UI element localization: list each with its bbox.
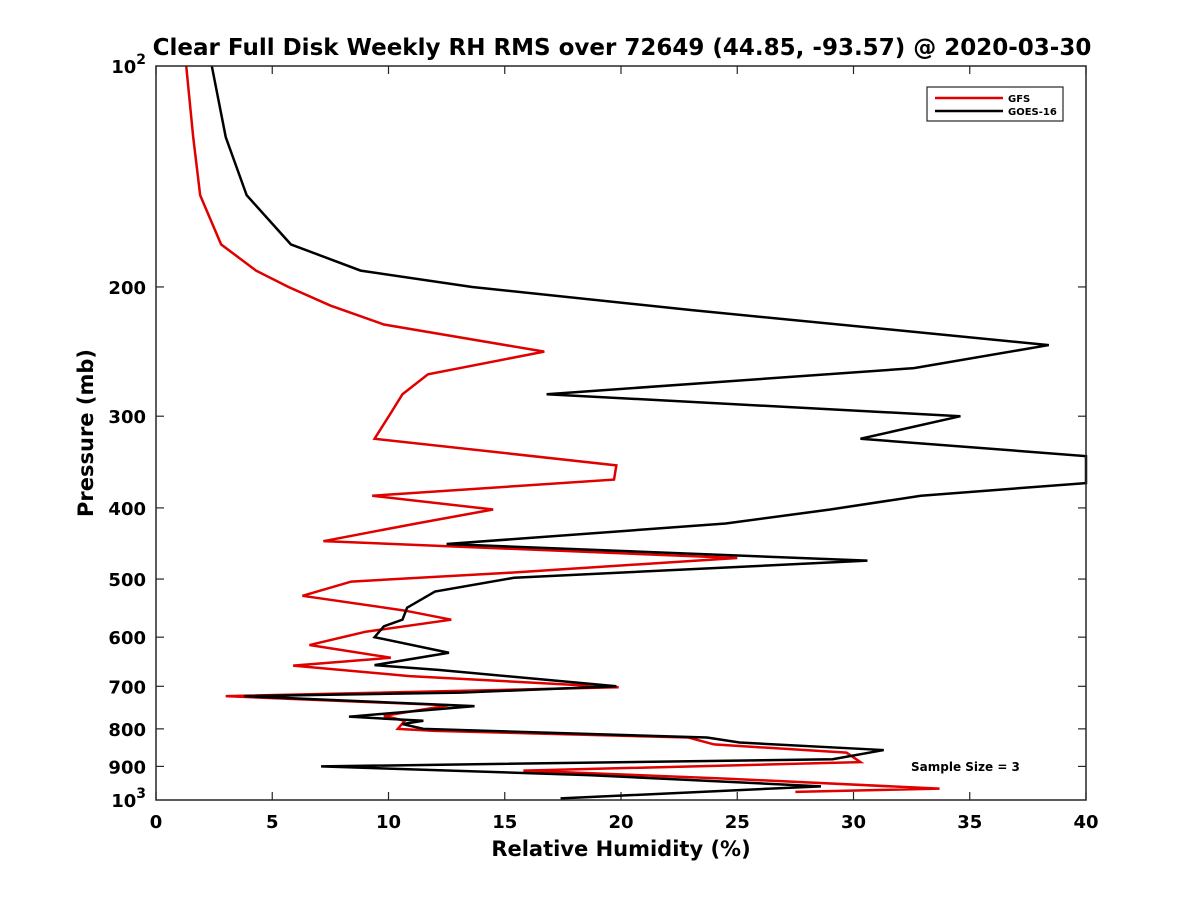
y-tick-label: 700: [108, 677, 146, 698]
ticks-group: 0 5 10 15 20 25 30 35 40 200 300 400 500 600 700 800 900…: [108, 52, 1098, 833]
sample-size-annotation: Sample Size = 3: [911, 760, 1020, 774]
x-tick-label: 10: [376, 812, 401, 833]
x-tick-label: 20: [608, 812, 633, 833]
legend-box: [926, 86, 1064, 122]
legend-label-gfs: GFS: [1008, 94, 1030, 105]
x-tick-label: 30: [841, 812, 866, 833]
y-tick-label: 200: [108, 278, 146, 299]
x-tick-label: 25: [725, 812, 750, 833]
y-tick-label-power: 103: [111, 786, 146, 812]
legend: GFS GOES-16: [926, 86, 1064, 122]
x-tick-label: 15: [492, 812, 517, 833]
x-tick-label: 5: [266, 812, 279, 833]
x-tick-label: 35: [957, 812, 982, 833]
x-tick-label: 0: [150, 812, 163, 833]
series-group: [184, 65, 1088, 800]
x-tick-label: 40: [1073, 812, 1098, 833]
series-line-goes-16: [210, 65, 1088, 800]
y-tick-label: 300: [108, 407, 146, 428]
y-tick-label: 500: [108, 570, 146, 591]
y-axis-label: Pressure (mb): [74, 349, 98, 517]
y-tick-label: 400: [108, 499, 146, 520]
y-tick-label-power: 102: [111, 52, 146, 78]
y-tick-label: 900: [108, 757, 146, 778]
plot-area: [156, 66, 1086, 800]
chart-title: Clear Full Disk Weekly RH RMS over 72649…: [153, 35, 1092, 61]
y-tick-label: 800: [108, 720, 146, 741]
x-axis-label: Relative Humidity (%): [491, 837, 750, 861]
plot-frame: [155, 65, 1087, 801]
legend-label-goes16: GOES-16: [1008, 107, 1057, 118]
y-tick-label: 600: [108, 628, 146, 649]
